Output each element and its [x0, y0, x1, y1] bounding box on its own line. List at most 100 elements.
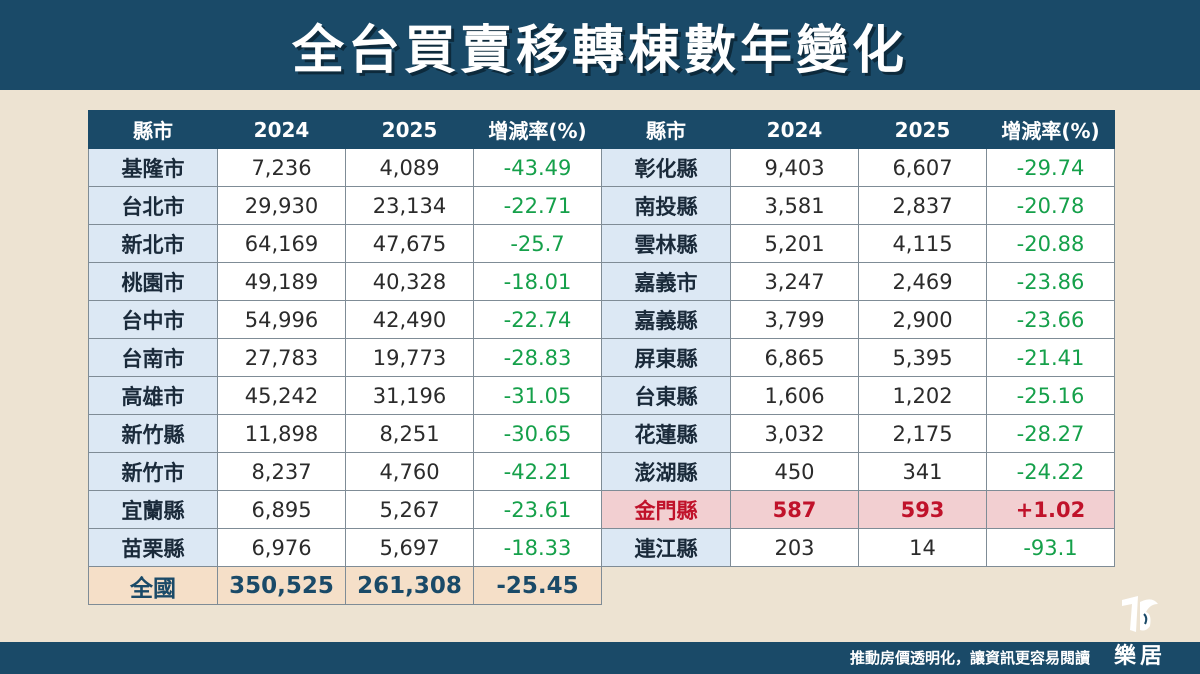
county-name-cell: 新竹縣 [88, 414, 218, 453]
table-row: 雲林縣 5,201 4,115 -20.88 [601, 224, 1115, 263]
change-rate-cell: -29.74 [986, 148, 1115, 187]
value-2024-cell: 3,032 [730, 414, 859, 453]
value-2025-cell: 8,251 [345, 414, 474, 453]
change-rate-cell: -22.71 [473, 186, 602, 225]
column-header-2025: 2025 [858, 110, 987, 149]
value-2024-cell: 450 [730, 452, 859, 491]
change-rate-cell: -30.65 [473, 414, 602, 453]
table-row: 新竹縣 11,898 8,251 -30.65 [88, 414, 602, 453]
county-name-cell: 桃園市 [88, 262, 218, 301]
county-name-cell: 新北市 [88, 224, 218, 263]
column-header-2024: 2024 [730, 110, 859, 149]
county-name-cell: 嘉義縣 [601, 300, 731, 339]
value-2025-cell: 40,328 [345, 262, 474, 301]
value-2025-cell: 42,490 [345, 300, 474, 339]
column-header-2024: 2024 [217, 110, 346, 149]
column-header-rate: 增減率(%) [473, 110, 602, 149]
table-row: 高雄市 45,242 31,196 -31.05 [88, 376, 602, 415]
value-2024-cell: 6,976 [217, 528, 346, 567]
county-name-cell: 雲林縣 [601, 224, 731, 263]
change-rate-cell: -23.61 [473, 490, 602, 529]
change-rate-cell: -18.01 [473, 262, 602, 301]
table-row: 新北市 64,169 47,675 -25.7 [88, 224, 602, 263]
table-row: 嘉義市 3,247 2,469 -23.86 [601, 262, 1115, 301]
table-left-header: 縣市 2024 2025 增減率(%) [88, 110, 602, 149]
value-2025-cell: 14 [858, 528, 987, 567]
county-name-cell: 嘉義市 [601, 262, 731, 301]
value-2025-cell: 4,760 [345, 452, 474, 491]
logo-mark-icon [1122, 596, 1158, 632]
change-rate-cell: -21.41 [986, 338, 1115, 377]
table-row: 台中市 54,996 42,490 -22.74 [88, 300, 602, 339]
column-header-2025: 2025 [345, 110, 474, 149]
value-2024-cell: 203 [730, 528, 859, 567]
change-rate-cell: -93.1 [986, 528, 1115, 567]
value-2024-cell: 3,247 [730, 262, 859, 301]
county-name-cell: 屏東縣 [601, 338, 731, 377]
footer-slogan: 推動房價透明化，讓資訊更容易閱讀 [849, 649, 1090, 667]
value-2025-cell: 5,267 [345, 490, 474, 529]
value-2025-cell: 2,469 [858, 262, 987, 301]
column-header-county: 縣市 [601, 110, 731, 149]
column-header-county: 縣市 [88, 110, 218, 149]
change-rate-cell: -22.74 [473, 300, 602, 339]
value-2024-cell: 27,783 [217, 338, 346, 377]
value-2024-cell: 3,581 [730, 186, 859, 225]
table-row: 屏東縣 6,865 5,395 -21.41 [601, 338, 1115, 377]
county-name-cell: 澎湖縣 [601, 452, 731, 491]
county-name-cell: 金門縣 [601, 490, 731, 529]
table-row: 連江縣 203 14 -93.1 [601, 528, 1115, 567]
total-name-cell: 全國 [88, 566, 218, 605]
value-2025-cell: 23,134 [345, 186, 474, 225]
table-row-total: 全國 350,525 261,308 -25.45 [88, 566, 602, 605]
value-2025-cell: 4,115 [858, 224, 987, 263]
value-2025-cell: 6,607 [858, 148, 987, 187]
change-rate-cell: -18.33 [473, 528, 602, 567]
change-rate-cell: -31.05 [473, 376, 602, 415]
county-name-cell: 連江縣 [601, 528, 731, 567]
county-name-cell: 台北市 [88, 186, 218, 225]
column-header-rate: 增減率(%) [986, 110, 1115, 149]
value-2025-cell: 2,837 [858, 186, 987, 225]
table-row: 澎湖縣 450 341 -24.22 [601, 452, 1115, 491]
county-name-cell: 宜蘭縣 [88, 490, 218, 529]
table-right: 縣市 2024 2025 增減率(%) 彰化縣 9,403 6,607 -29.74 南… [601, 110, 1115, 567]
value-2024-cell: 7,236 [217, 148, 346, 187]
table-row: 新竹市 8,237 4,760 -42.21 [88, 452, 602, 491]
change-rate-cell: -28.83 [473, 338, 602, 377]
value-2024-cell: 8,237 [217, 452, 346, 491]
value-2024-cell: 29,930 [217, 186, 346, 225]
value-2025-cell: 2,900 [858, 300, 987, 339]
county-name-cell: 基隆市 [88, 148, 218, 187]
value-2024-cell: 1,606 [730, 376, 859, 415]
change-rate-cell: -20.88 [986, 224, 1115, 263]
value-2025-cell: 1,202 [858, 376, 987, 415]
value-2024-cell: 587 [730, 490, 859, 529]
value-2025-cell: 5,697 [345, 528, 474, 567]
value-2025-cell: 341 [858, 452, 987, 491]
value-2024-cell: 45,242 [217, 376, 346, 415]
page-title: 全台買賣移轉棟數年變化 [291, 20, 908, 81]
county-name-cell: 新竹市 [88, 452, 218, 491]
county-name-cell: 高雄市 [88, 376, 218, 415]
value-2024-cell: 5,201 [730, 224, 859, 263]
table-row: 桃園市 49,189 40,328 -18.01 [88, 262, 602, 301]
table-row: 台東縣 1,606 1,202 -25.16 [601, 376, 1115, 415]
header-banner: 全台買賣移轉棟數年變化 [0, 0, 1200, 90]
value-2025-cell: 4,089 [345, 148, 474, 187]
change-rate-cell: -20.78 [986, 186, 1115, 225]
change-rate-cell: -42.21 [473, 452, 602, 491]
total-rate-cell: -25.45 [473, 566, 602, 605]
value-2024-cell: 6,895 [217, 490, 346, 529]
table-row: 苗栗縣 6,976 5,697 -18.33 [88, 528, 602, 567]
table-row: 台南市 27,783 19,773 -28.83 [88, 338, 602, 377]
table-left: 縣市 2024 2025 增減率(%) 基隆市 7,236 4,089 -43.49 台… [88, 110, 602, 605]
value-2025-cell: 593 [858, 490, 987, 529]
table-right-header: 縣市 2024 2025 增減率(%) [601, 110, 1115, 149]
change-rate-cell: -25.7 [473, 224, 602, 263]
table-row: 金門縣 587 593 +1.02 [601, 490, 1115, 529]
change-rate-cell: -43.49 [473, 148, 602, 187]
change-rate-cell: +1.02 [986, 490, 1115, 529]
value-2024-cell: 49,189 [217, 262, 346, 301]
change-rate-cell: -23.86 [986, 262, 1115, 301]
